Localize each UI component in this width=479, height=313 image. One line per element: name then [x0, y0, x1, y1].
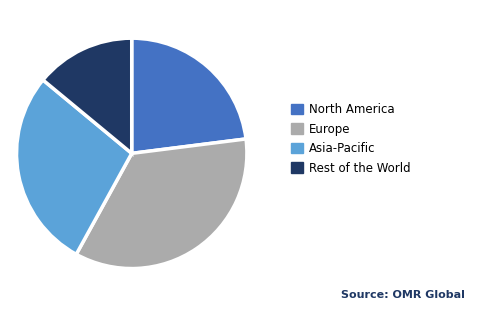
Wedge shape: [17, 80, 132, 254]
Text: Source: OMR Global: Source: OMR Global: [341, 290, 465, 300]
Legend: North America, Europe, Asia-Pacific, Rest of the World: North America, Europe, Asia-Pacific, Res…: [287, 100, 414, 178]
Wedge shape: [132, 38, 246, 153]
Wedge shape: [43, 38, 132, 153]
Wedge shape: [76, 139, 247, 269]
